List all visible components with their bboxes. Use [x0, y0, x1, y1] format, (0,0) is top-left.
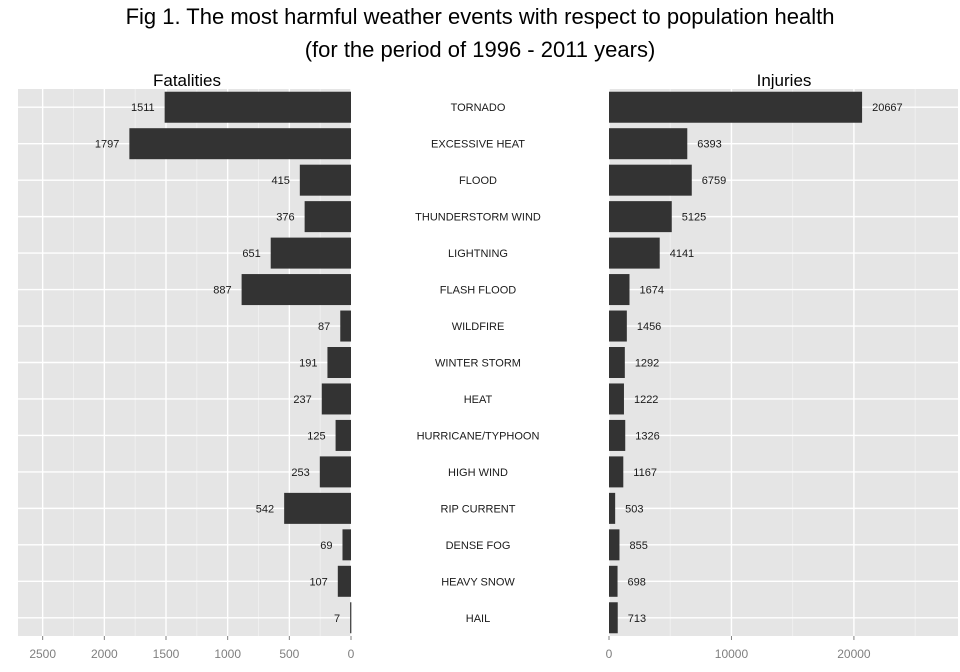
fatalities-tick-label: 500: [279, 647, 299, 661]
category-label: WILDFIRE: [452, 321, 505, 333]
injuries-data-label: 713: [628, 613, 646, 625]
injuries-bar: [609, 419, 626, 451]
chart-subtitle: (for the period of 1996 - 2011 years): [304, 37, 656, 62]
fatalities-data-label: 1797: [95, 139, 119, 151]
category-label: RIP CURRENT: [441, 503, 516, 515]
injuries-tick-label: 0: [606, 647, 613, 661]
injuries-bar: [609, 237, 660, 269]
fatalities-data-label: 415: [271, 175, 289, 187]
injuries-bar: [609, 529, 620, 561]
category-label: HEAT: [464, 394, 493, 406]
injuries-data-label: 20667: [872, 102, 903, 114]
category-label: HEAVY SNOW: [441, 576, 515, 588]
injuries-data-label: 1456: [637, 321, 661, 333]
injuries-data-label: 6759: [702, 175, 726, 187]
injuries-data-label: 1167: [633, 467, 657, 479]
fatalities-tick-label: 1500: [153, 647, 180, 661]
fatalities-bar: [337, 565, 351, 597]
fatalities-bar: [270, 237, 351, 269]
category-labels: TORNADO EXCESSIVE HEAT FLOOD THUNDERSTORM W…: [415, 102, 541, 625]
injuries-data-label: 1674: [639, 285, 663, 297]
injuries-data-label: 698: [628, 576, 646, 588]
fatalities-tick-label: 1000: [214, 647, 241, 661]
injuries-bar: [609, 565, 618, 597]
fatalities-data-label: 69: [320, 540, 332, 552]
fatalities-bar: [327, 347, 351, 378]
fatalities-bar: [241, 274, 351, 306]
injuries-tick-label: 10000: [715, 647, 749, 661]
fatalities-bar: [284, 492, 351, 524]
fatalities-bar: [321, 383, 351, 415]
category-label: HIGH WIND: [448, 467, 508, 479]
injuries-bar: [609, 91, 863, 123]
injuries-bar: [609, 201, 672, 233]
fatalities-tick-label: 0: [348, 647, 355, 661]
fatalities-bar: [350, 602, 352, 634]
fatalities-panel: Fatalities 2500 2000 1500 1000 500 0 1511 1797 41…: [18, 71, 355, 661]
category-label: DENSE FOG: [446, 540, 511, 552]
fatalities-data-label: 542: [256, 503, 274, 515]
injuries-data-label: 1222: [634, 394, 658, 406]
fatalities-data-label: 376: [276, 212, 294, 224]
injuries-bar: [609, 164, 692, 196]
fatalities-data-label: 1511: [131, 102, 155, 114]
chart-title: Fig 1. The most harmful weather events w…: [125, 4, 835, 29]
injuries-bar: [609, 602, 618, 634]
category-label: EXCESSIVE HEAT: [431, 139, 525, 151]
fatalities-data-label: 651: [242, 248, 260, 260]
injuries-bar: [609, 456, 624, 488]
fatalities-bar: [340, 310, 351, 342]
injuries-tick-label: 20000: [837, 647, 871, 661]
fatalities-tick-label: 2000: [91, 647, 118, 661]
fatalities-bar: [335, 419, 351, 451]
injuries-bar: [609, 347, 625, 378]
fatalities-data-label: 125: [307, 430, 325, 442]
injuries-data-label: 1326: [635, 430, 659, 442]
injuries-bar: [609, 492, 616, 524]
injuries-data-label: 1292: [635, 358, 659, 370]
injuries-bar: [609, 274, 630, 306]
category-label: LIGHTNING: [448, 248, 508, 260]
fatalities-data-label: 191: [299, 358, 317, 370]
injuries-bar: [609, 128, 688, 160]
fatalities-data-label: 107: [309, 576, 327, 588]
injuries-data-label: 5125: [682, 212, 706, 224]
injuries-bar: [609, 383, 624, 415]
injuries-panel: Injuries 0 10000 20000 20667 6393 6759 5125 4141…: [606, 71, 958, 661]
fatalities-bar: [129, 128, 351, 160]
fatalities-tick-label: 2500: [29, 647, 56, 661]
fatalities-data-label: 237: [293, 394, 311, 406]
fatalities-bar: [164, 91, 351, 123]
injuries-bar: [609, 310, 627, 342]
category-label: THUNDERSTORM WIND: [415, 212, 541, 224]
category-label: FLASH FLOOD: [440, 285, 516, 297]
fatalities-bar: [299, 164, 351, 196]
category-label: HAIL: [466, 613, 490, 625]
injuries-data-label: 503: [625, 503, 643, 515]
fatalities-data-label: 253: [291, 467, 309, 479]
category-label: TORNADO: [451, 102, 506, 114]
category-label: HURRICANE/TYPHOON: [417, 430, 540, 442]
fatalities-bar: [342, 529, 351, 561]
category-label: FLOOD: [459, 175, 497, 187]
category-label: WINTER STORM: [435, 358, 521, 370]
fatalities-data-label: 87: [318, 321, 330, 333]
fatalities-data-label: 7: [334, 613, 340, 625]
fatalities-bar: [319, 456, 351, 488]
fatalities-bar: [304, 201, 351, 233]
injuries-data-label: 4141: [670, 248, 694, 260]
injuries-data-label: 6393: [697, 139, 721, 151]
injuries-data-label: 855: [629, 540, 647, 552]
injuries-panel-title: Injuries: [757, 71, 812, 90]
fatalities-panel-title: Fatalities: [153, 71, 221, 90]
fatalities-data-label: 887: [213, 285, 231, 297]
